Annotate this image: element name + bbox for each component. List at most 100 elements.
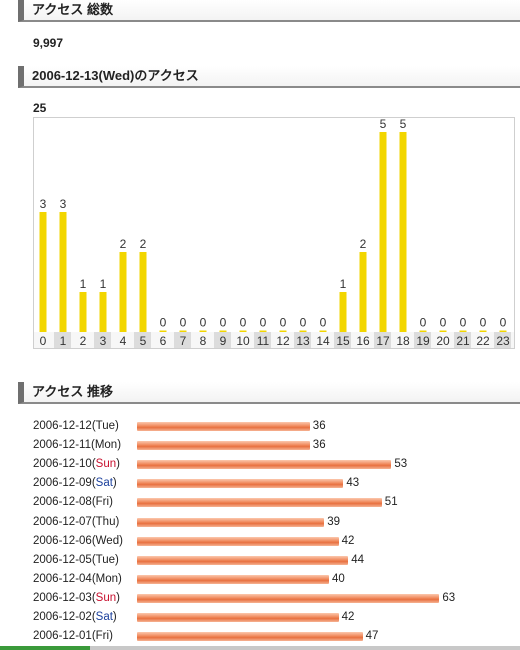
trend-date-label: 2006-12-02(Sat) — [33, 608, 133, 627]
hour-bar — [359, 252, 367, 332]
hour-cell-shade — [374, 332, 391, 348]
hour-tick-label: 15 — [336, 334, 350, 348]
trend-bar — [137, 593, 440, 603]
trend-date-paren: ) — [109, 630, 113, 643]
hour-bar — [159, 330, 167, 332]
hour-bar — [79, 292, 87, 332]
trend-bar — [137, 632, 363, 642]
access-trend-heading: アクセス 推移 — [18, 382, 520, 404]
trend-bar — [137, 441, 310, 451]
trend-date: 2006-12-05( — [33, 553, 96, 566]
trend-bar — [137, 574, 329, 584]
hour-tick-label: 10 — [236, 334, 250, 348]
hour-bar-value-label: 0 — [300, 316, 307, 330]
trend-day-of-week: Sun — [95, 458, 117, 471]
trend-row: 2006-12-05(Tue) 44 — [33, 551, 513, 570]
hour-bar-value-label: 5 — [380, 118, 387, 131]
trend-row: 2006-12-03(Sun) 63 — [33, 589, 513, 608]
total-access-heading: アクセス 総数 — [18, 0, 520, 22]
hour-bar — [199, 330, 207, 332]
trend-date-label: 2006-12-11(Mon) — [33, 436, 133, 455]
hour-cell-shade — [494, 332, 511, 348]
hour-tick-label: 6 — [160, 334, 167, 348]
trend-date-paren: ) — [115, 515, 120, 528]
hour-tick-label: 14 — [316, 334, 330, 348]
hour-tick-label: 7 — [180, 334, 187, 348]
trend-count: 36 — [312, 420, 326, 432]
trend-date: 2006-12-07( — [33, 515, 96, 528]
status-bar-strip — [0, 646, 520, 650]
trend-date-paren: ) — [115, 420, 119, 432]
hour-bar-value-label: 0 — [220, 316, 227, 330]
trend-date: 2006-12-03( — [33, 591, 96, 604]
hour-cell-shade — [454, 332, 471, 348]
trend-row: 2006-12-10(Sun) 53 — [33, 455, 513, 474]
trend-count: 63 — [442, 591, 456, 604]
hour-tick-label: 3 — [100, 334, 107, 348]
trend-day-of-week: Fri — [95, 630, 110, 643]
trend-date-label: 2006-12-07(Thu) — [33, 513, 133, 532]
hour-tick-label: 19 — [416, 334, 430, 348]
hour-tick-label: 16 — [356, 334, 370, 348]
hour-bar — [439, 330, 447, 332]
hour-bar-value-label: 0 — [440, 316, 447, 330]
hour-bar — [419, 330, 427, 332]
hour-tick-label: 2 — [80, 334, 87, 348]
hour-bar-value-label: 2 — [140, 237, 147, 251]
trend-date-label: 2006-12-08(Fri) — [33, 493, 133, 512]
hour-tick-label: 12 — [276, 334, 290, 348]
trend-date: 2006-12-02( — [33, 611, 96, 623]
trend-date-paren: ) — [115, 553, 119, 566]
trend-row: 2006-12-04(Mon) 40 — [33, 570, 513, 589]
trend-date-label: 2006-12-09(Sat) — [33, 474, 133, 493]
trend-row: 2006-12-01(Fri) 47 — [33, 627, 513, 646]
trend-row: 2006-12-09(Sat) 43 — [33, 474, 513, 493]
trend-bar — [137, 613, 339, 622]
hour-tick-label: 23 — [496, 334, 510, 348]
trend-date-label: 2006-12-06(Wed) — [33, 532, 133, 551]
trend-date: 2006-12-11( — [33, 439, 95, 452]
trend-date-label: 2006-12-03(Sun) — [33, 589, 133, 608]
trend-date-paren: ) — [119, 534, 123, 547]
trend-date-label: 2006-12-10(Sun) — [33, 455, 133, 474]
hour-bar-value-label: 0 — [260, 316, 267, 330]
hour-bar-value-label: 0 — [460, 316, 467, 330]
hour-bar — [119, 252, 127, 332]
trend-date-paren: ) — [116, 458, 120, 471]
hour-bar-value-label: 0 — [280, 316, 287, 330]
hour-bar-value-label: 0 — [200, 316, 207, 330]
hour-bar — [479, 330, 487, 332]
hour-bar-value-label: 0 — [420, 316, 427, 330]
hour-bar — [339, 292, 347, 332]
hour-bar — [279, 330, 287, 332]
trend-row: 2006-12-06(Wed) 42 — [33, 532, 513, 551]
hour-bar — [219, 330, 227, 332]
hour-bar-value-label: 0 — [240, 316, 247, 330]
trend-count: 51 — [384, 496, 398, 509]
hour-bar-value-label: 1 — [340, 277, 347, 291]
hourly-chart-svg: 3031121324250607080901001101201301411521… — [34, 117, 514, 348]
trend-day-of-week: Sun — [95, 591, 117, 604]
hour-bar — [39, 212, 47, 332]
daily-access-value: 25 — [33, 101, 47, 115]
hour-bar-value-label: 0 — [160, 316, 167, 330]
trend-date-paren: ) — [117, 439, 122, 452]
hour-tick-label: 0 — [40, 334, 47, 348]
trend-count: 44 — [351, 553, 364, 566]
hour-bar — [319, 330, 327, 332]
trend-date: 2006-12-10( — [33, 458, 96, 471]
trend-date: 2006-12-04( — [33, 572, 96, 585]
hour-tick-label: 13 — [296, 334, 310, 348]
trend-date-paren: ) — [112, 611, 117, 623]
hour-cell-shade — [174, 332, 191, 348]
trend-date: 2006-12-01( — [33, 630, 96, 643]
trend-date: 2006-12-06( — [33, 534, 96, 547]
trend-date-paren: ) — [118, 572, 122, 585]
trend-row: 2006-12-12(Tue) 36 — [33, 417, 513, 436]
trend-day-of-week: Thu — [95, 515, 116, 528]
hour-tick-label: 8 — [200, 334, 207, 348]
trend-date: 2006-12-08( — [33, 496, 96, 509]
trend-count: 40 — [332, 572, 345, 585]
hour-tick-label: 1 — [60, 334, 67, 348]
daily-access-heading: 2006-12-13(Wed)のアクセス — [18, 66, 520, 88]
